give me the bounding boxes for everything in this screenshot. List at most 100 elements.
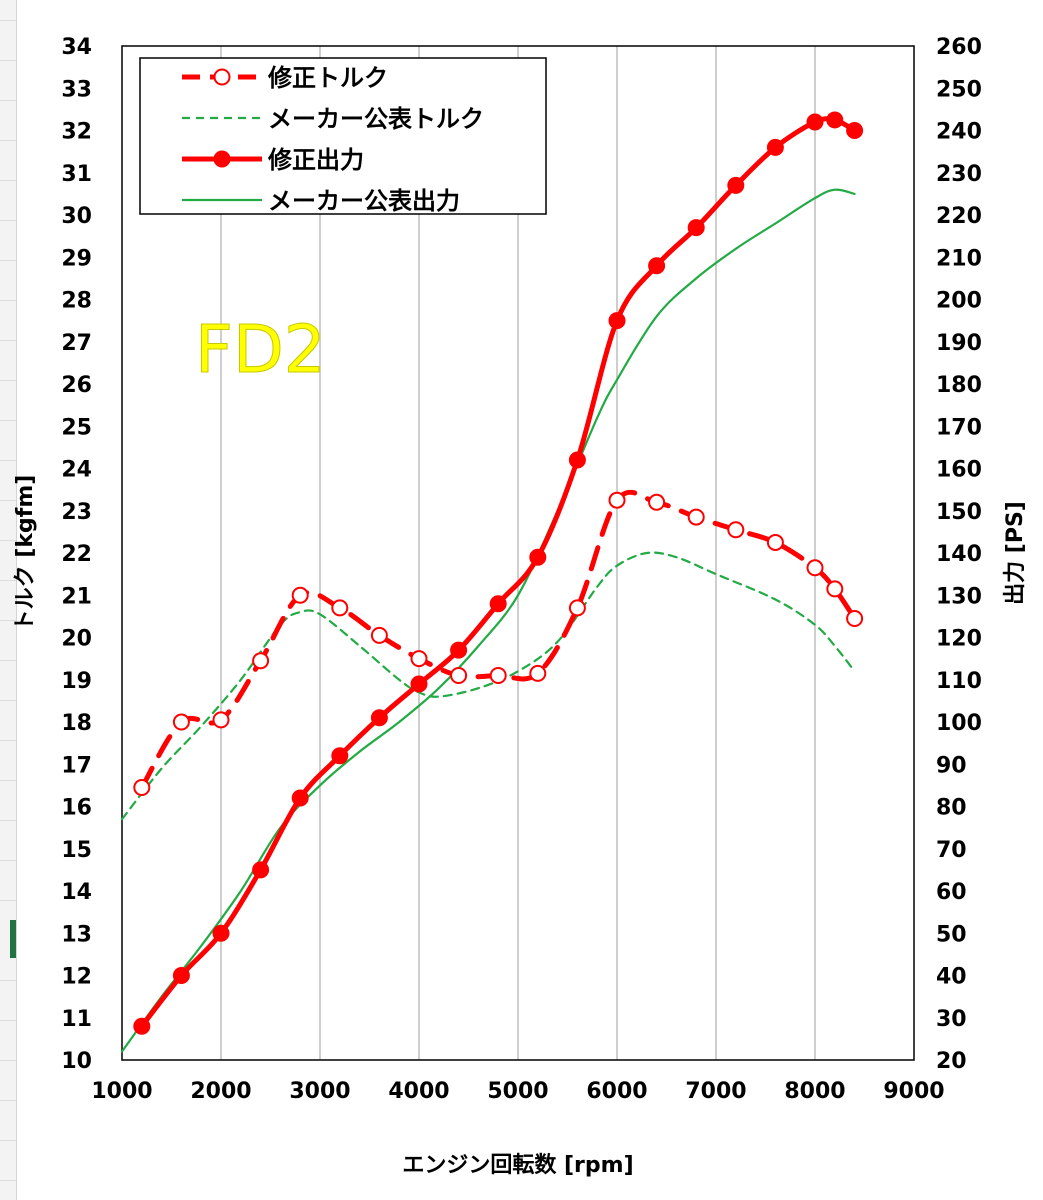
legend-marker: [213, 68, 231, 86]
spreadsheet-left-strip: [0, 0, 17, 1200]
x-axis: 1000 2000 3000 4000 5000 6000 7000 8000 9000: [91, 1079, 944, 1104]
data-point: [687, 219, 705, 237]
data-point: [846, 609, 864, 627]
data-point: [529, 548, 547, 566]
y-right-tick-label: 30: [936, 1007, 967, 1032]
y-left-tick-label: 27: [61, 331, 92, 356]
series-1: [120, 551, 856, 821]
y-right-tick-label: 220: [936, 204, 982, 229]
y-left-tick-label: 17: [61, 753, 92, 778]
y-right-tick-label: 210: [936, 246, 982, 271]
y-right-tick-label: 200: [936, 289, 982, 314]
y-left-tick-label: 10: [61, 1049, 92, 1074]
y-left-tick-label: 22: [61, 542, 92, 567]
legend-label: 修正トルク: [267, 64, 388, 92]
data-point: [370, 709, 388, 727]
x-tick-label: 9000: [883, 1079, 944, 1104]
data-point: [806, 559, 824, 577]
y-left-tick-label: 21: [61, 584, 92, 609]
x-tick-label: 6000: [586, 1079, 647, 1104]
y-left-tick-label: 23: [61, 500, 92, 525]
data-point: [291, 586, 309, 604]
data-point: [291, 789, 309, 807]
data-point: [252, 652, 270, 670]
y-left-tick-label: 28: [61, 289, 92, 314]
y-left-tick-label: 16: [61, 796, 92, 821]
y-right-tick-label: 190: [936, 331, 982, 356]
y-right-tick-label: 260: [936, 35, 982, 60]
data-point: [648, 257, 666, 275]
x-tick-label: 8000: [784, 1079, 845, 1104]
y-left-tick-label: 18: [61, 711, 92, 736]
series-0: [133, 489, 864, 796]
data-point: [133, 778, 151, 796]
data-point: [766, 533, 784, 551]
data-point: [331, 599, 349, 617]
x-tick-label: 2000: [190, 1079, 251, 1104]
y-right-tick-label: 120: [936, 627, 982, 652]
fd2-annotation: FD2: [195, 311, 326, 388]
legend-marker: [213, 150, 231, 168]
y-left-tick-label: 14: [61, 880, 92, 905]
y-left-tick-label: 26: [61, 373, 92, 398]
y-left-tick-label: 29: [61, 246, 92, 271]
series-2: [133, 111, 864, 1035]
y-right-tick-label: 230: [936, 162, 982, 187]
series-line: [120, 551, 856, 821]
x-tick-label: 4000: [388, 1079, 449, 1104]
y-left-tick-label: 19: [61, 669, 92, 694]
y-left-tick-label: 31: [61, 162, 92, 187]
data-point: [489, 595, 507, 613]
data-point: [410, 675, 428, 693]
series-line: [139, 116, 858, 1029]
y-right-tick-label: 70: [936, 838, 967, 863]
data-point: [252, 861, 270, 879]
x-tick-label: 1000: [91, 1079, 152, 1104]
data-point: [846, 122, 864, 139]
data-point: [648, 493, 666, 511]
data-point: [727, 176, 745, 194]
series-line: [139, 489, 858, 790]
y-right-tick-label: 170: [936, 415, 982, 440]
series-line: [120, 188, 856, 1053]
y-right-tick-label: 20: [936, 1049, 967, 1074]
y-right-tick-label: 60: [936, 880, 967, 905]
data-point: [806, 113, 824, 131]
grid: [220, 46, 816, 1060]
y-right-tick-label: 50: [936, 922, 967, 947]
y-right-tick-label: 250: [936, 77, 982, 102]
y-left-tick-label: 15: [61, 838, 92, 863]
legend-label: 修正出力: [267, 146, 364, 174]
data-point: [727, 521, 745, 539]
y-left-tick-label: 30: [61, 204, 92, 229]
y-left-tick-label: 20: [61, 627, 92, 652]
y-right-tick-label: 80: [936, 796, 967, 821]
y-left-tick-label: 32: [61, 120, 92, 145]
y-right-tick-label: 100: [936, 711, 982, 736]
data-point: [450, 667, 468, 685]
y-axis-left: 10 11 12 13 14 15 16 17 18 19 20 21 22 23 24 25 26 27 28 29…: [61, 35, 92, 1074]
legend-label: メーカー公表出力: [268, 187, 460, 215]
data-point: [826, 111, 844, 129]
y-left-tick-label: 12: [61, 965, 92, 990]
data-point: [172, 713, 190, 731]
data-point: [331, 747, 349, 765]
data-point: [766, 138, 784, 156]
y-right-tick-label: 130: [936, 584, 982, 609]
data-point: [370, 626, 388, 644]
series-3: [120, 188, 856, 1053]
legend-label: メーカー公表トルク: [268, 105, 484, 133]
data-point: [212, 711, 230, 729]
y-left-tick-label: 34: [61, 35, 92, 60]
y-right-tick-label: 90: [936, 753, 967, 778]
legend-box: [139, 57, 547, 215]
data-point: [568, 451, 586, 469]
x-tick-label: 5000: [487, 1079, 548, 1104]
x-tick-label: 7000: [685, 1079, 746, 1104]
y-left-tick-label: 11: [61, 1007, 92, 1032]
plot-area: [121, 45, 915, 1061]
data-point: [826, 580, 844, 598]
y-left-tick-label: 13: [61, 922, 92, 947]
